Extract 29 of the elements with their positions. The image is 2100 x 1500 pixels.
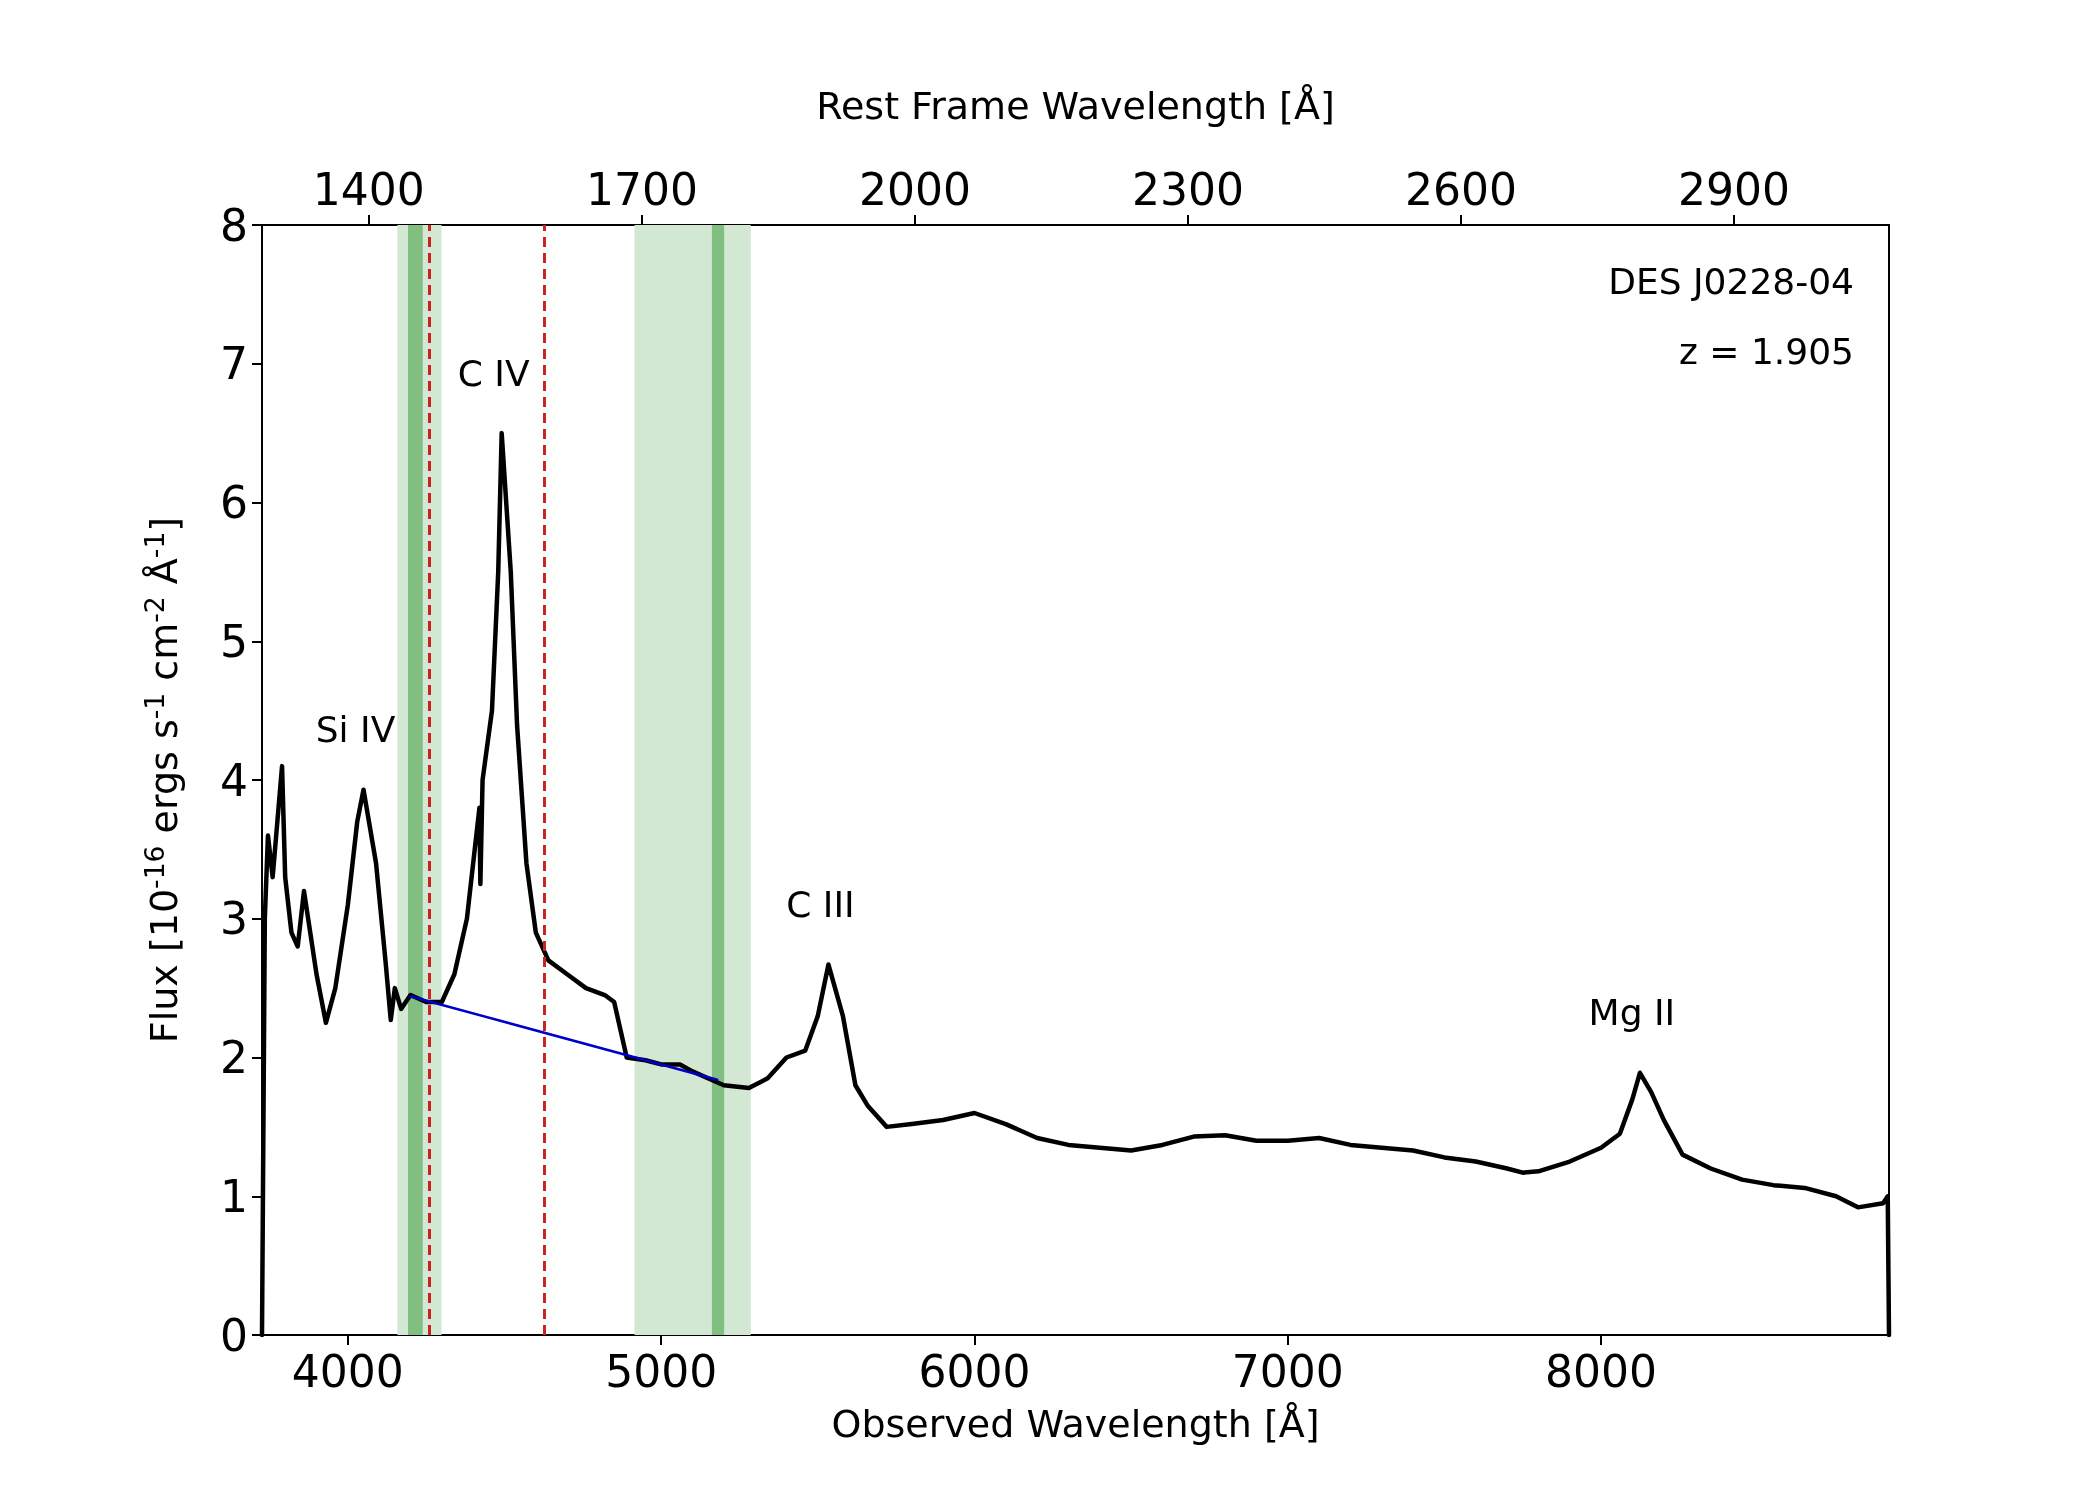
x2-tick-label: 2300 bbox=[1132, 163, 1244, 215]
x-tick-label: 4000 bbox=[291, 1345, 404, 1397]
x2-tick-label: 2600 bbox=[1405, 163, 1518, 215]
annotation: Mg II bbox=[1588, 992, 1676, 1034]
y-tick-label: 2 bbox=[220, 1032, 248, 1083]
y-tick-label: 4 bbox=[220, 754, 248, 806]
x-axis-title: Observed Wavelength [Å] bbox=[831, 1402, 1320, 1446]
y-tick-label: 5 bbox=[220, 615, 248, 667]
y-tick-label: 6 bbox=[220, 477, 248, 528]
x-tick-label: 8000 bbox=[1545, 1345, 1658, 1397]
annotation: DES J0228-04 bbox=[1608, 260, 1854, 302]
x-tick-label: 5000 bbox=[605, 1345, 718, 1397]
x-tick-label: 7000 bbox=[1231, 1345, 1344, 1397]
x2-axis-title: Rest Frame Wavelength [Å] bbox=[816, 84, 1335, 128]
text: Flux [10-16 ergs s-1 cm-2 Å-1] bbox=[139, 516, 186, 1044]
annotation: C IV bbox=[457, 352, 530, 394]
y-tick-label: 3 bbox=[220, 893, 248, 945]
annotation: Si IV bbox=[315, 709, 396, 751]
x-tick-label: 6000 bbox=[918, 1345, 1031, 1397]
x2-tick-label: 2900 bbox=[1678, 163, 1791, 215]
x2-tick-label: 1700 bbox=[585, 163, 698, 215]
y-tick-label: 8 bbox=[220, 199, 248, 251]
y-tick-label: 7 bbox=[220, 338, 248, 390]
y-tick-label: 0 bbox=[220, 1309, 248, 1361]
x2-tick-label: 2000 bbox=[858, 163, 971, 215]
y-tick-label: 1 bbox=[220, 1170, 248, 1222]
annotation: C III bbox=[786, 884, 855, 926]
annotation: z = 1.905 bbox=[1678, 330, 1855, 372]
x2-tick-label: 1400 bbox=[312, 163, 425, 215]
